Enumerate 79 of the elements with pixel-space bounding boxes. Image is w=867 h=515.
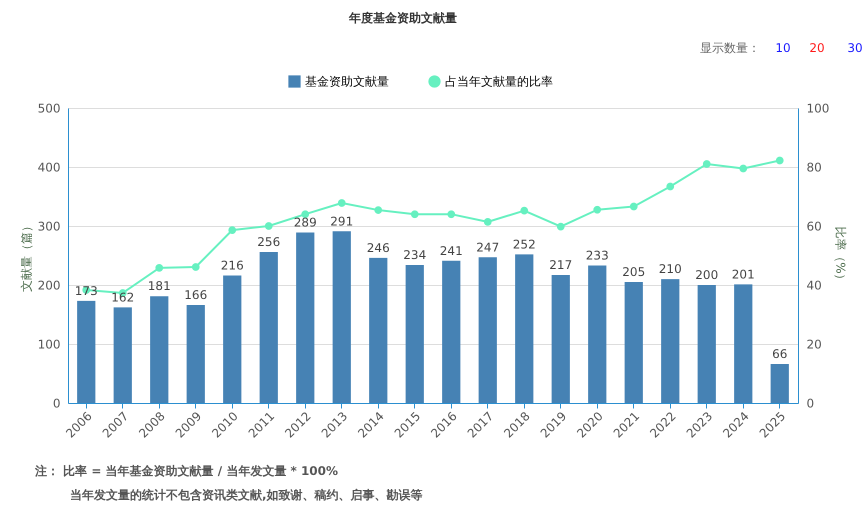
data-label: 210 (658, 262, 682, 276)
data-label: 247 (476, 240, 500, 254)
y-tick-label: 200 (38, 278, 60, 292)
bar (770, 364, 789, 403)
point (155, 264, 164, 272)
bar (661, 279, 680, 403)
point (739, 164, 748, 172)
y-tick-label: 400 (38, 160, 60, 174)
data-label: 246 (366, 240, 390, 255)
data-label: 162 (111, 290, 134, 304)
bar (332, 231, 351, 403)
y-axis-title: 文献量（篇） (20, 220, 34, 292)
bar (552, 274, 570, 403)
y-tick-label: 500 (38, 102, 60, 116)
data-label: 291 (330, 214, 354, 228)
data-label: 216 (220, 258, 244, 273)
text: 注： 比率 = 当年基金资助文献量 / 当年发文量 * 100% (34, 464, 338, 478)
y2-tick-label: 20 (806, 338, 822, 352)
bar (77, 300, 96, 403)
legend-label: 占当年文献量的比率 (445, 74, 553, 88)
data-label: 234 (403, 248, 426, 262)
data-label: 252 (512, 237, 536, 252)
bar (478, 257, 497, 403)
data-label: 201 (732, 267, 755, 282)
point (192, 263, 200, 271)
bar (114, 307, 132, 403)
bar (515, 254, 534, 403)
point (410, 210, 419, 218)
y-tick-label: 0 (52, 396, 60, 410)
bar (406, 264, 424, 403)
bar (734, 284, 752, 403)
data-label: 289 (294, 215, 317, 230)
point (228, 226, 236, 234)
data-label: 181 (148, 279, 171, 294)
point (702, 160, 711, 168)
data-label: 233 (586, 248, 609, 263)
text: 30 (847, 41, 863, 55)
point (447, 210, 456, 218)
data-label: 256 (257, 234, 280, 249)
text: 显示数量： (700, 41, 760, 55)
data-label: 217 (549, 258, 572, 272)
bar (150, 296, 168, 403)
bar (260, 252, 278, 403)
y2-tick-label: 100 (806, 102, 830, 116)
point (666, 182, 674, 190)
point (374, 206, 382, 214)
bar (588, 266, 606, 403)
data-label: 66 (772, 347, 788, 362)
y2-axis-title: 比率（%） (833, 226, 848, 286)
bar (223, 276, 242, 403)
text: 20 (809, 41, 825, 55)
point (484, 218, 492, 226)
point (338, 199, 346, 207)
point (776, 156, 784, 164)
point (556, 222, 565, 230)
bar (624, 282, 643, 403)
y2-tick-label: 80 (806, 160, 822, 174)
data-label: 205 (622, 265, 646, 280)
chart-title: 年度基金资助文献量 (348, 11, 457, 25)
bar (186, 305, 205, 403)
data-label: 166 (184, 288, 208, 302)
data-label: 241 (440, 244, 463, 258)
bar (296, 232, 314, 403)
y2-tick-label: 60 (806, 220, 822, 234)
y-tick-label: 100 (38, 338, 60, 352)
y-tick-label: 300 (38, 220, 60, 234)
point (264, 222, 273, 230)
point (593, 206, 602, 214)
point (520, 206, 528, 215)
bar (698, 285, 716, 403)
legend-label: 基金资助文献量 (305, 74, 389, 88)
bar (369, 258, 388, 403)
text: 10 (775, 41, 791, 55)
data-label: 200 (695, 268, 718, 282)
point (630, 202, 638, 210)
text: 当年发文量的统计不包含资讯类文献,如致谢、稿约、启事、勘误等 (70, 488, 423, 502)
y2-tick-label: 40 (806, 278, 822, 292)
y2-tick-label: 0 (806, 396, 814, 410)
bar (442, 260, 460, 403)
